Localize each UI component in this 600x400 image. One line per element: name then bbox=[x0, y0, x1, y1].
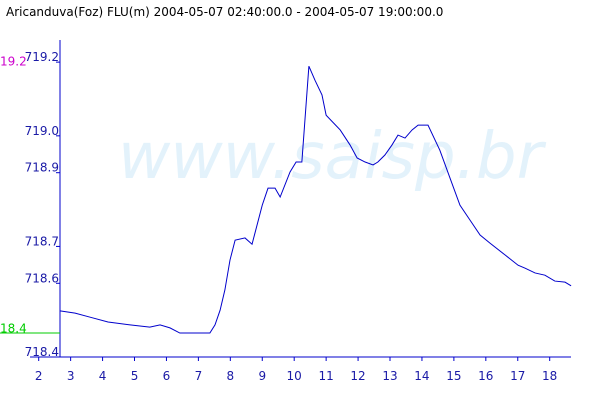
x-tick-label: 11 bbox=[318, 369, 333, 383]
y-tick-label: 718.4 bbox=[25, 345, 59, 359]
x-tick-label: 16 bbox=[478, 369, 493, 383]
y-tick-label: 718.6 bbox=[25, 271, 59, 285]
x-tick-label: 6 bbox=[163, 369, 171, 383]
y-tick-label: 719.2 bbox=[25, 50, 59, 64]
x-tick-label: 3 bbox=[67, 369, 75, 383]
y-tick-label: 718.9 bbox=[25, 161, 59, 175]
x-tick-label: 4 bbox=[99, 369, 107, 383]
x-tick-label: 2 bbox=[35, 369, 43, 383]
x-tick-label: 14 bbox=[414, 369, 429, 383]
threshold-label: 19.2 bbox=[0, 55, 27, 69]
x-tick-label: 12 bbox=[350, 369, 365, 383]
data-line bbox=[60, 65, 572, 334]
x-tick-label: 7 bbox=[195, 369, 203, 383]
y-tick-label: 718.7 bbox=[25, 234, 59, 248]
x-tick-label: 5 bbox=[131, 369, 139, 383]
x-tick-label: 17 bbox=[510, 369, 525, 383]
watermark: www.saisp.br bbox=[118, 120, 547, 194]
x-tick-label: 10 bbox=[287, 369, 302, 383]
threshold-label: 18.4 bbox=[0, 322, 27, 336]
chart-title: Aricanduva(Foz) FLU(m) 2004-05-07 02:40:… bbox=[6, 5, 443, 19]
x-tick-label: 8 bbox=[227, 369, 235, 383]
x-tick-label: 15 bbox=[446, 369, 461, 383]
y-tick-label: 719.0 bbox=[25, 124, 59, 138]
x-tick-label: 13 bbox=[382, 369, 397, 383]
x-tick-label: 9 bbox=[258, 369, 266, 383]
x-tick-label: 18 bbox=[542, 369, 557, 383]
